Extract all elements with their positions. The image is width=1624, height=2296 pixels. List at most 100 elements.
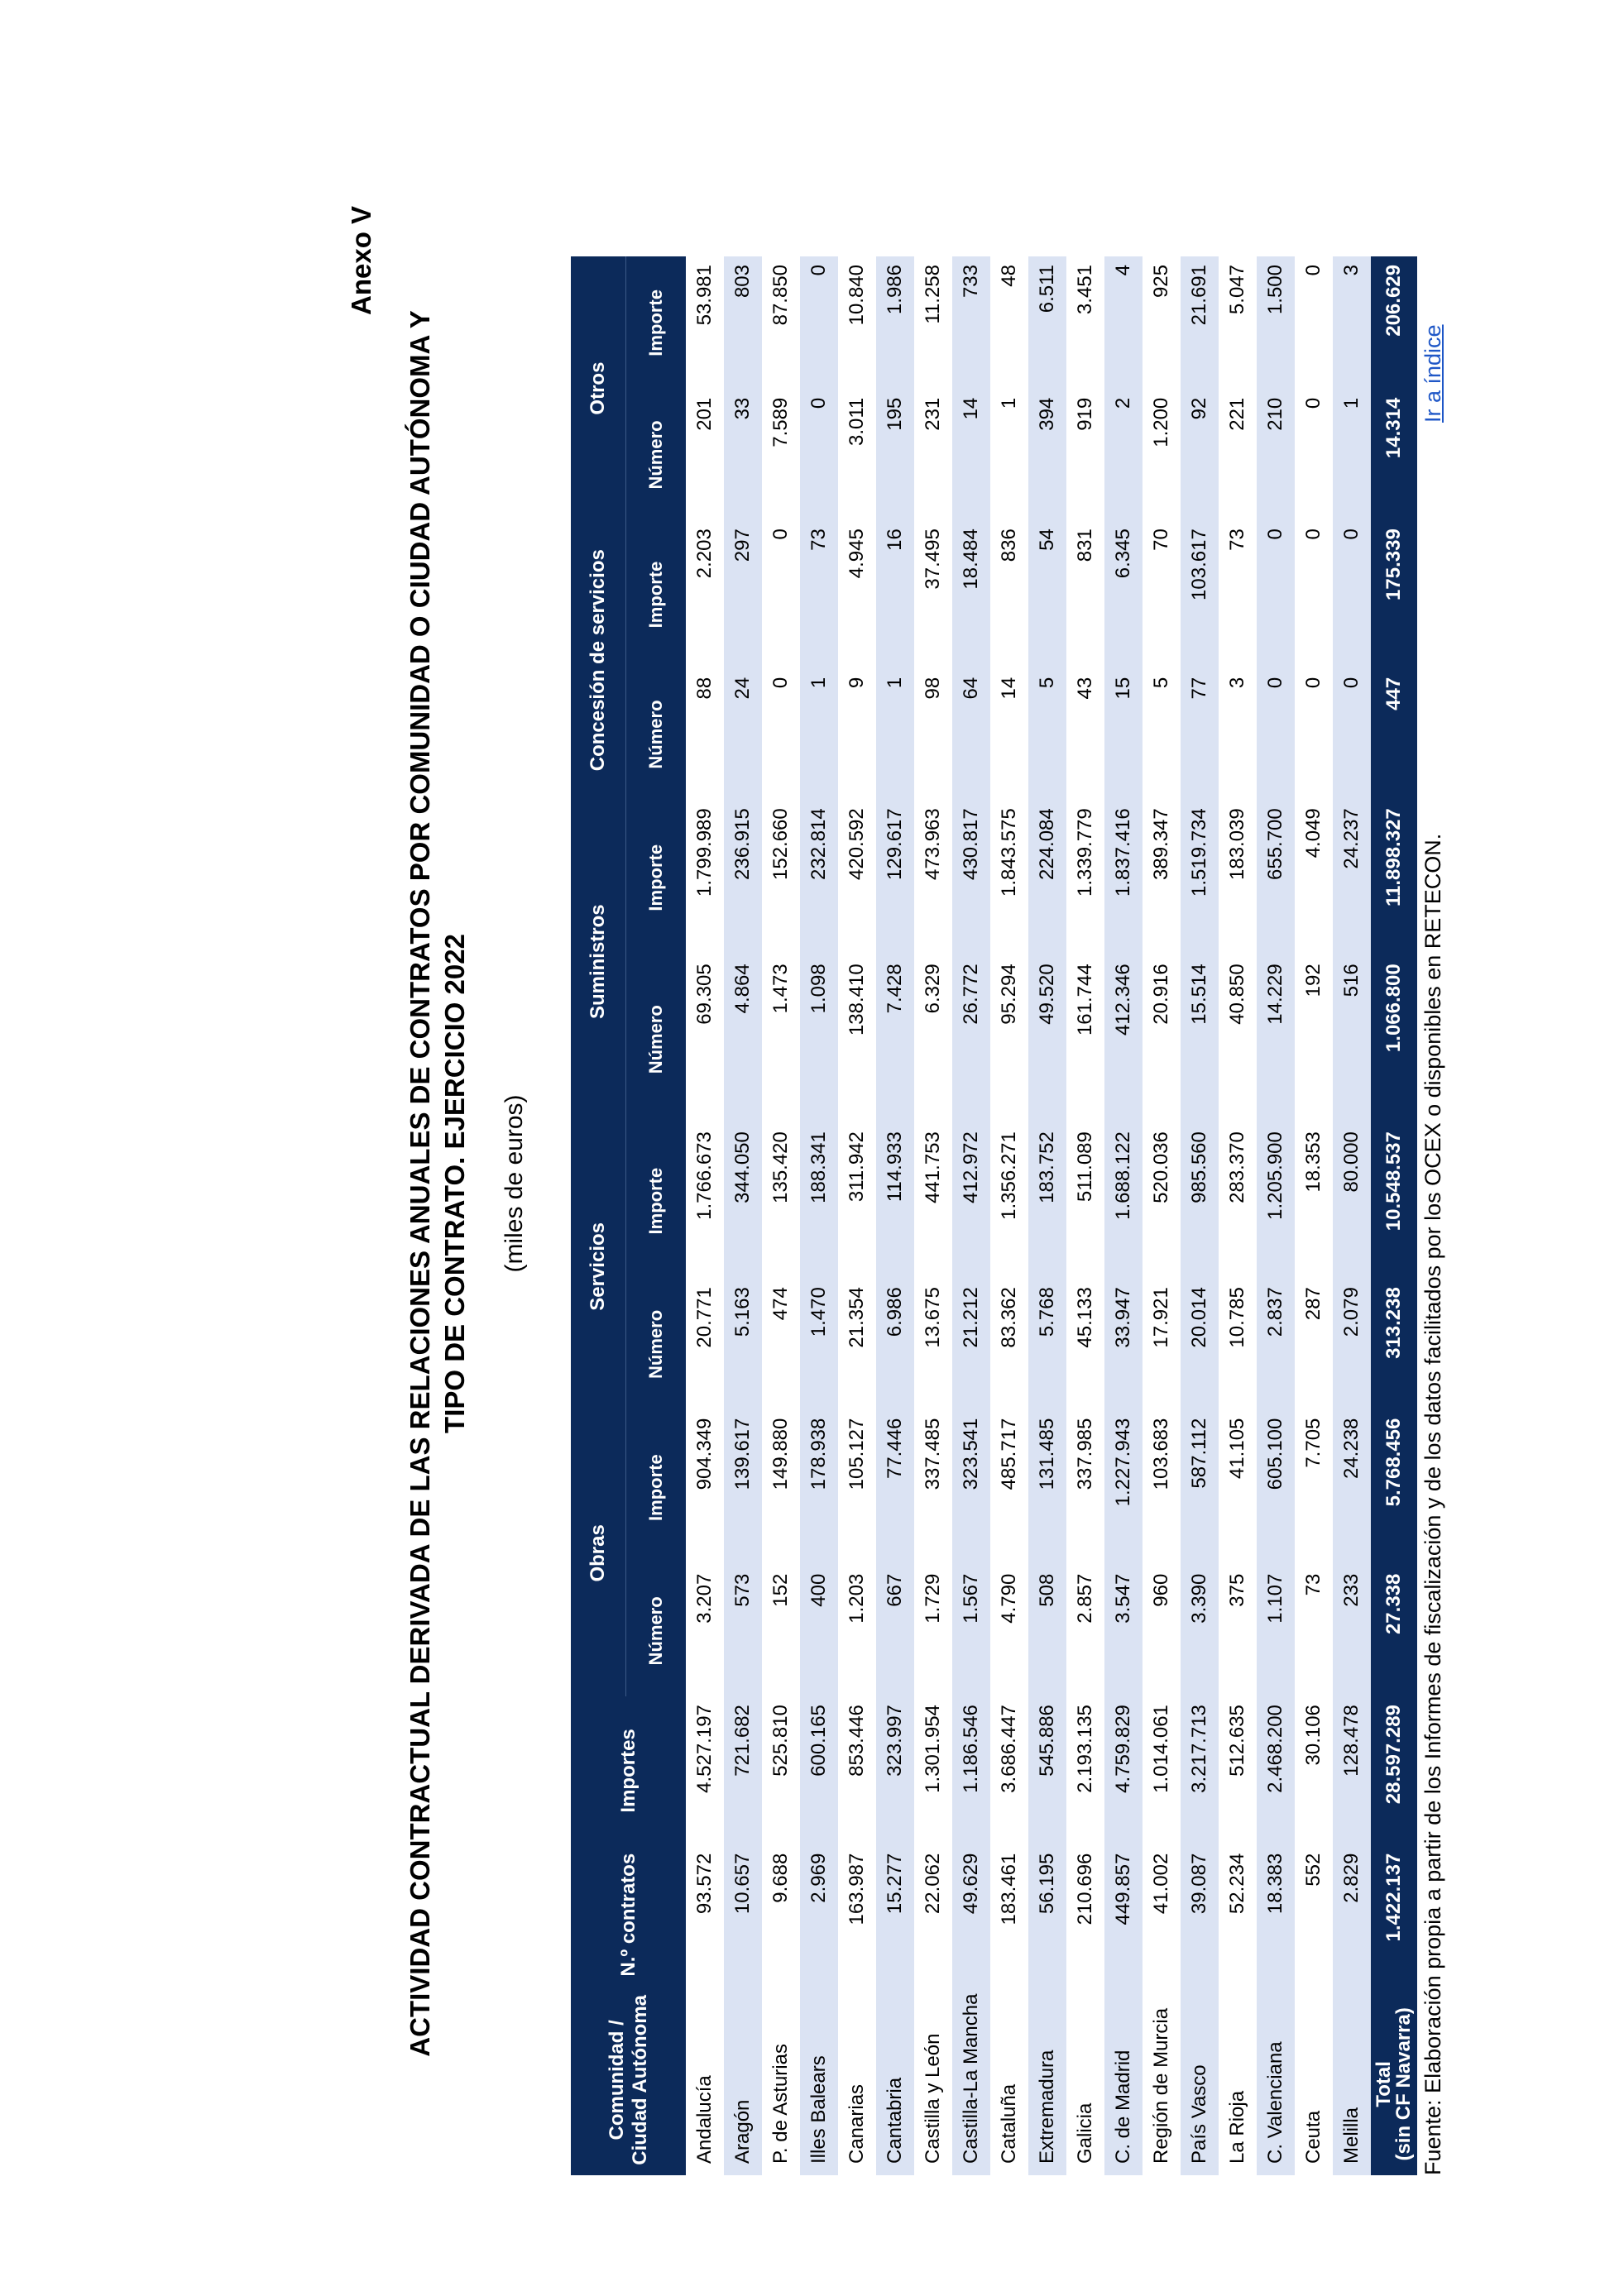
table-cell: 803 (724, 256, 762, 390)
table-cell: 1.729 (922, 1573, 944, 1624)
table-cell: 18.383 (1257, 1844, 1295, 1985)
table-cell: 1.107 (1257, 1565, 1295, 1697)
row-label: Cantabria (876, 1984, 914, 2175)
table-cell: 73 (1302, 1573, 1325, 1596)
table-cell: 2.857 (1074, 1573, 1096, 1624)
header-comunidad: Comunidad / Ciudad Autónoma (571, 1984, 686, 2175)
table-row: Melilla 2.829 128.478 233 24.238 2.079 80.000 5… (1333, 256, 1371, 2175)
row-label: Ceuta (1302, 2110, 1325, 2164)
table-cell: 5.768 (1028, 1279, 1066, 1410)
table-cell: 103.617 (1181, 520, 1219, 669)
table-cell: 4.790 (998, 1573, 1020, 1624)
table-cell: 5 (1150, 677, 1172, 689)
header-importe: Importe (625, 520, 686, 669)
table-cell: 183.461 (998, 1853, 1020, 1925)
source-note: Fuente: Elaboración propia a partir de l… (1420, 833, 1445, 2175)
table-cell: 232.814 (800, 800, 838, 956)
table-cell: 233 (1333, 1565, 1371, 1697)
table-cell: 2.079 (1333, 1279, 1371, 1410)
table-cell: 420.592 (846, 808, 868, 880)
index-link[interactable]: Ir a índice (1420, 324, 1445, 423)
table-row: Castilla y León 22.062 1.301.954 1.729 337.4… (914, 256, 952, 2175)
table-cell: 128.478 (1333, 1696, 1371, 1845)
table-cell: 69.305 (693, 964, 716, 1025)
table-cell: 221 (1226, 397, 1248, 431)
table-cell: 2.969 (800, 1844, 838, 1985)
table-cell: 40.850 (1226, 964, 1248, 1025)
total-cell: 27.338 (1371, 1565, 1417, 1697)
table-cell: 178.938 (800, 1409, 838, 1566)
table-cell: 3.451 (1074, 265, 1096, 315)
table-cell: 525.810 (769, 1705, 792, 1777)
total-label-line2: (sin CF Navarra) (1392, 2007, 1415, 2161)
table-cell: 4.049 (1302, 808, 1325, 859)
row-label: P. de Asturias (769, 2044, 792, 2164)
table-cell: 56.195 (1028, 1844, 1066, 1985)
table-cell: 152.660 (769, 808, 792, 880)
page-title-line2: TIPO DE CONTRATO. EJERCICIO 2022 (439, 934, 470, 1433)
table-cell: 3 (1333, 256, 1371, 390)
table-cell: 49.520 (1028, 955, 1066, 1124)
table-cell: 14 (998, 677, 1020, 700)
table-cell: 0 (1302, 677, 1325, 689)
table-cell: 520.036 (1150, 1131, 1172, 1203)
table-cell: 98 (922, 677, 944, 700)
table-cell: 667 (876, 1565, 914, 1697)
table-cell: 831 (1074, 529, 1096, 562)
table-cell: 37.495 (922, 529, 944, 590)
total-cell: 10.548.537 (1371, 1123, 1417, 1280)
table-cell: 1.098 (800, 955, 838, 1124)
table-cell: 1 (1333, 389, 1371, 521)
table-cell: 77 (1181, 668, 1219, 801)
total-cell: 28.597.289 (1371, 1696, 1417, 1845)
table-cell: 511.089 (1074, 1131, 1096, 1203)
table-cell: 1.843.575 (998, 808, 1020, 897)
table-cell: 1.200 (1150, 397, 1172, 447)
table-row: Andalucía 93.572 4.527.197 3.207 904.349 20.7… (686, 256, 724, 2175)
table-cell: 1.301.954 (922, 1705, 944, 1793)
table-cell: 152 (769, 1573, 792, 1607)
table-cell: 323.541 (952, 1409, 990, 1566)
table-cell: 1.014.061 (1150, 1705, 1172, 1793)
row-label: Extremadura (1028, 1984, 1066, 2175)
table-cell: 52.234 (1226, 1853, 1248, 1915)
table-cell: 1.205.900 (1257, 1123, 1295, 1280)
table-cell: 0 (800, 256, 838, 390)
table-row: La Rioja 52.234 512.635 375 41.105 10.785 283.… (1219, 256, 1257, 2175)
table-cell: 195 (876, 389, 914, 521)
table-cell: 485.717 (998, 1418, 1020, 1490)
table-cell: 960 (1150, 1573, 1172, 1607)
table-cell: 21.691 (1181, 256, 1219, 390)
table-row: País Vasco 39.087 3.217.713 3.390 587.112 20.… (1181, 256, 1219, 2175)
table-cell: 49.629 (952, 1844, 990, 1985)
table-cell: 655.700 (1257, 800, 1295, 956)
table-cell: 5.047 (1226, 265, 1248, 315)
table-cell: 87.850 (769, 265, 792, 326)
table-cell: 0 (769, 529, 792, 540)
table-cell: 64 (952, 668, 990, 801)
table-cell: 92 (1181, 389, 1219, 521)
table-cell: 545.886 (1028, 1696, 1066, 1845)
table-cell: 114.933 (876, 1123, 914, 1280)
total-cell: 11.898.327 (1371, 800, 1417, 956)
table-body: Andalucía 93.572 4.527.197 3.207 904.349 20.7… (686, 256, 1371, 2175)
header-otros: Otros (571, 256, 626, 521)
table-cell: 3.207 (693, 1573, 716, 1624)
table-cell: 210 (1257, 389, 1295, 521)
table-cell: 3.390 (1181, 1565, 1219, 1697)
table-cell: 323.997 (876, 1696, 914, 1845)
table-cell: 15.514 (1181, 955, 1219, 1124)
table-cell: 17.921 (1150, 1287, 1172, 1348)
table-cell: 0 (1302, 397, 1325, 409)
table-cell: 39.087 (1181, 1844, 1219, 1985)
table-cell: 2.829 (1333, 1844, 1371, 1985)
table-cell: 7.428 (876, 955, 914, 1124)
table-cell: 474 (769, 1287, 792, 1321)
table-cell: 26.772 (952, 955, 990, 1124)
table-cell: 13.675 (922, 1287, 944, 1348)
table-cell: 283.370 (1226, 1131, 1248, 1203)
table-cell: 449.857 (1104, 1844, 1143, 1985)
table-cell: 10.785 (1226, 1287, 1248, 1348)
total-cell: 447 (1371, 668, 1417, 801)
